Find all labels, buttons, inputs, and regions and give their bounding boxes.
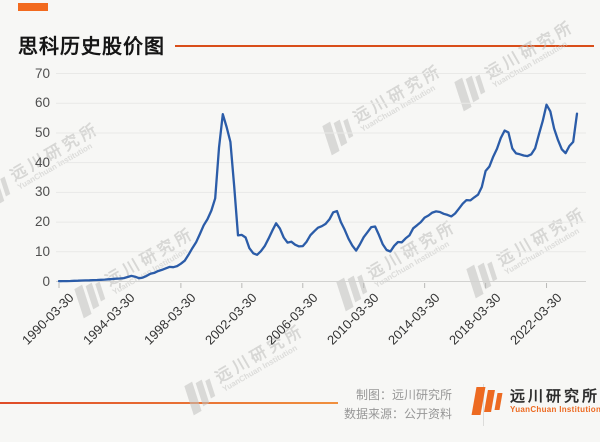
logo-bar-icon [484,390,495,412]
watermark-name: 远川研究所 [482,17,578,83]
watermark-logo-icon [464,257,502,299]
watermark-logo-icon [334,270,372,312]
logo-bar-icon [74,284,92,319]
logo-bar-icon [343,118,354,139]
watermark-name: 远川研究所 [7,119,103,185]
logo-bar-icon [357,274,368,295]
watermark-logo-icon [452,70,490,112]
watermark-subname: YuanChuan Institution [111,246,190,297]
logo-bar-icon [184,381,202,416]
watermark-text: 远川研究所 YuanChuan Institution [103,225,203,298]
credit-source: 数据来源：公开资料 [343,407,452,421]
logo-bar-icon [336,277,354,312]
watermark-name: 远川研究所 [494,204,590,270]
watermark-text: 远川研究所 YuanChuan Institution [483,18,583,91]
logo-bar-icon [487,261,498,282]
logo-bar-icon [475,74,486,95]
logo-bar-icon [95,281,106,302]
credit-maker: 制图：远川研究所 [355,388,452,402]
page-title: 思科历史股价图 [18,36,165,58]
footer-divider [483,384,484,426]
footer-rule [0,402,338,404]
logo-bar-icon [0,177,5,205]
logo-bar-icon [0,176,11,197]
logo-bar-icon [205,378,216,399]
logo-text: 远川研究所 YuanChuan Institution [510,389,600,414]
brand-chip [18,3,48,11]
logo-bar-icon [494,392,503,410]
watermark: 远川研究所 YuanChuan Institution [320,60,452,156]
watermark-text: 远川研究所 YuanChuan Institution [351,62,451,135]
watermark: 远川研究所 YuanChuan Institution [0,118,108,211]
watermark-subname: YuanChuan Institution [491,39,570,90]
watermark-name: 远川研究所 [212,321,308,387]
watermark-text: 远川研究所 YuanChuan Institution [8,120,108,193]
logo-bar-icon [195,379,210,407]
watermark-logo-icon [182,374,220,416]
logo-bar-icon [454,77,472,112]
watermark-subname: YuanChuan Institution [373,239,452,290]
watermark-name: 远川研究所 [350,61,446,127]
logo-bar-icon [85,282,100,310]
watermark-logo-icon [0,172,15,211]
watermark-subname: YuanChuan Institution [221,343,300,394]
watermark: 远川研究所 YuanChuan Institution [334,216,466,312]
yuanchuan-logo: 远川研究所 YuanChuan Institution [471,387,600,415]
logo-bar-icon [347,275,362,303]
watermark-subname: YuanChuan Institution [16,141,95,192]
watermark-text: 远川研究所 YuanChuan Institution [213,322,313,395]
logo-bar-icon [333,119,348,147]
watermark: 远川研究所 YuanChuan Institution [464,203,596,299]
logo-bar-icon [465,75,480,103]
watermark: 远川研究所 YuanChuan Institution [182,320,314,416]
watermark-name: 远川研究所 [102,224,198,290]
title-rule [175,45,594,47]
watermark-subname: YuanChuan Institution [503,226,582,277]
logo-subname: YuanChuan Institution [510,404,600,414]
watermark-text: 远川研究所 YuanChuan Institution [365,218,465,291]
yuanchuan-logo-icon [471,387,503,415]
watermark-name: 远川研究所 [364,217,460,283]
logo-bar-icon [466,264,484,299]
watermark-subname: YuanChuan Institution [359,83,438,134]
watermark: 远川研究所 YuanChuan Institution [72,223,204,319]
chart-credits: 制图：远川研究所 数据来源：公开资料 [344,386,452,424]
logo-name: 远川研究所 [510,387,600,405]
logo-bar-icon [477,262,492,290]
logo-bar-icon [322,121,340,156]
watermark: 远川研究所 YuanChuan Institution [452,16,584,112]
watermark-logo-icon [320,114,358,156]
watermark-logo-icon [72,277,110,319]
watermark-text: 远川研究所 YuanChuan Institution [495,205,595,278]
